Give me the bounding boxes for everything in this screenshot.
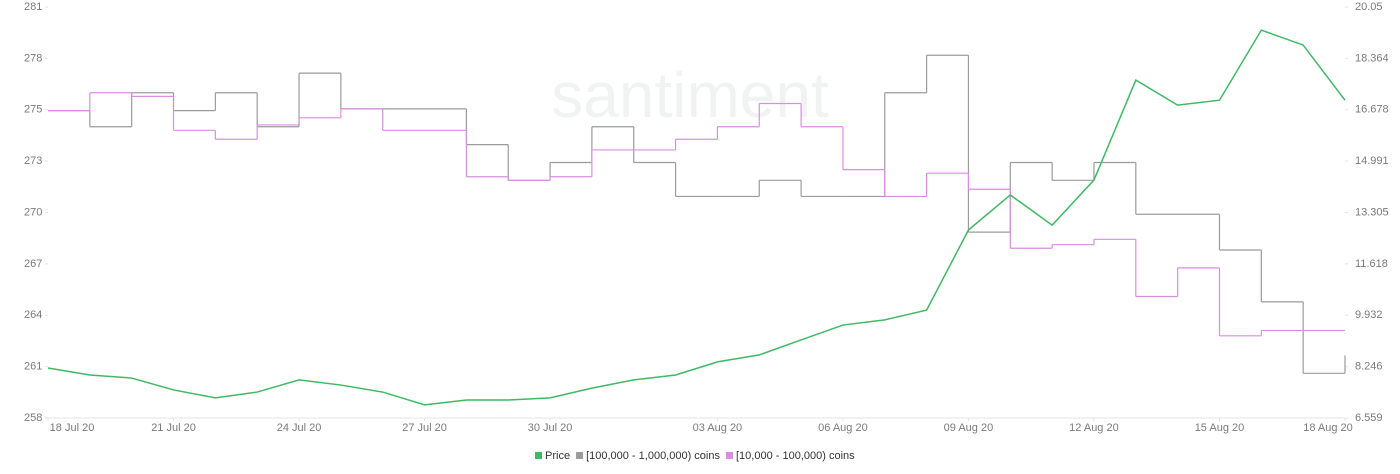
legend-swatch xyxy=(535,452,542,459)
legend: Price [100,000 - 1,000,000) coins [10,000 … xyxy=(535,450,855,462)
legend-label: [10,000 - 100,000) coins xyxy=(736,450,855,462)
y2-tick-label: 8.246 xyxy=(1355,361,1383,373)
x-tick-label: 24 Jul 20 xyxy=(277,422,322,434)
y-tick-label: 275 xyxy=(24,104,42,116)
x-tick-label: 21 Jul 20 xyxy=(151,422,196,434)
y-tick-label: 261 xyxy=(24,361,42,373)
legend-swatch xyxy=(726,452,733,459)
x-tick-label: 15 Aug 20 xyxy=(1195,422,1245,434)
x-tick-label: 12 Aug 20 xyxy=(1069,422,1119,434)
y-tick-label: 267 xyxy=(24,258,42,270)
y-tick-label: 278 xyxy=(24,52,42,64)
legend-label: [100,000 - 1,000,000) coins xyxy=(586,450,720,462)
watermark: santiment xyxy=(551,59,829,131)
y2-tick-label: 9.932 xyxy=(1355,309,1383,321)
x-tick-label: 06 Aug 20 xyxy=(818,422,868,434)
y2-tick-label: 14.991 xyxy=(1355,155,1389,167)
y2-tick-label: 6.559 xyxy=(1355,412,1383,424)
y-tick-label: 264 xyxy=(24,309,42,321)
y-tick-label: 281 xyxy=(24,1,42,13)
x-tick-label: 30 Jul 20 xyxy=(528,422,573,434)
price-line xyxy=(47,29,1346,406)
x-tick-label: 09 Aug 20 xyxy=(944,422,994,434)
legend-swatch xyxy=(576,452,584,459)
x-tick-label: 03 Aug 20 xyxy=(693,422,743,434)
y-tick-label: 273 xyxy=(24,155,42,167)
y-tick-label: 270 xyxy=(24,206,42,218)
y2-tick-label: 16.678 xyxy=(1355,104,1389,116)
x-tick-label: 18 Jul 20 xyxy=(50,422,95,434)
y-tick-label: 258 xyxy=(24,412,42,424)
y2-tick-label: 20.05 xyxy=(1355,1,1383,13)
y2-tick-label: 13.305 xyxy=(1355,206,1389,218)
y2-tick-label: 18.364 xyxy=(1355,52,1389,64)
x-tick-label: 27 Jul 20 xyxy=(402,422,447,434)
x-tick-label: 18 Aug 20 xyxy=(1303,422,1353,434)
legend-label: Price xyxy=(545,450,570,462)
y2-tick-label: 11.618 xyxy=(1355,258,1388,270)
